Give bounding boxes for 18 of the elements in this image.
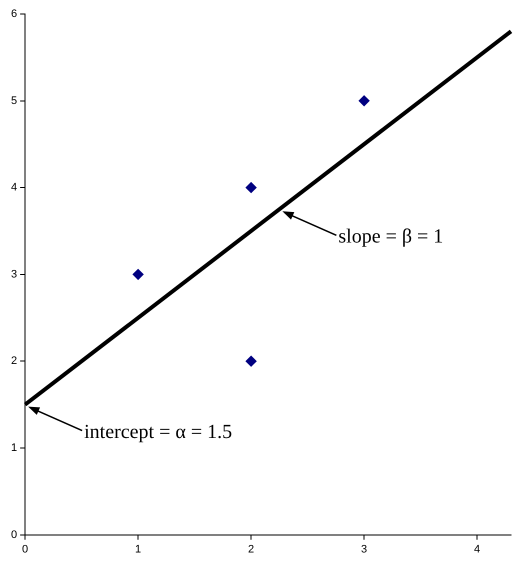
x-tick-label: 2	[248, 543, 254, 556]
y-tick-label: 1	[10, 442, 18, 454]
y-tick-label: 4	[10, 182, 18, 194]
x-tick-label: 4	[474, 543, 480, 556]
point	[358, 95, 370, 106]
x-tick-label: 3	[361, 543, 368, 556]
x-tick-label: 0	[22, 543, 28, 556]
x-tick-label: 1	[135, 543, 142, 556]
y-tick-label: 6	[10, 8, 18, 20]
y-tick-label: 5	[10, 94, 18, 107]
point	[246, 182, 257, 194]
annotation: slope = β = 1	[338, 226, 444, 248]
y-tick-label: 0	[10, 528, 18, 541]
point	[246, 356, 257, 367]
y-tick-label: 2	[10, 355, 18, 368]
point	[132, 268, 144, 280]
y-tick-label: 3	[10, 268, 18, 280]
annotation: intercept = α = 1.5	[84, 420, 232, 443]
